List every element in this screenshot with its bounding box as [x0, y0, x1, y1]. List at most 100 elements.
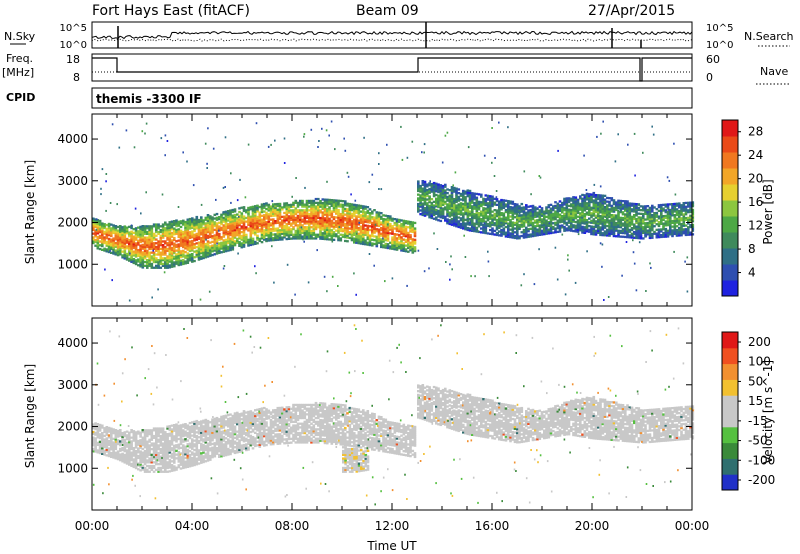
data-cell [601, 222, 605, 225]
data-cell [227, 217, 230, 220]
data-cell [350, 229, 354, 232]
data-cell [468, 212, 472, 215]
data-cell [657, 217, 661, 220]
data-cell [500, 225, 503, 228]
data-cell [565, 227, 569, 230]
data-cell [373, 220, 376, 223]
data-cell [588, 204, 591, 207]
data-cell [278, 215, 282, 219]
data-cell [391, 242, 394, 245]
data-cell [450, 187, 454, 191]
data-cell [254, 240, 257, 244]
data-cell [626, 236, 629, 239]
data-cell [603, 206, 607, 209]
data-cell [430, 205, 434, 208]
data-cell [286, 263, 289, 266]
data-cell [520, 210, 524, 213]
data-cell [642, 237, 645, 240]
data-cell [202, 243, 205, 246]
data-cell [380, 188, 383, 191]
data-cell [467, 146, 470, 149]
data-cell [556, 212, 560, 215]
data-cell [549, 203, 553, 206]
data-cell [278, 217, 282, 221]
data-cell [260, 222, 264, 225]
data-cell [346, 217, 349, 220]
data-cell [150, 266, 154, 269]
data-cell [209, 234, 212, 237]
data-cell [642, 231, 645, 234]
data-cell [601, 218, 605, 222]
data-cell [202, 226, 205, 230]
data-cell [256, 208, 259, 211]
data-cell [655, 208, 659, 211]
data-cell [402, 247, 406, 251]
data-cell [254, 223, 257, 227]
data-cell [328, 134, 330, 137]
data-cell [276, 202, 280, 206]
data-cell [116, 454, 120, 457]
data-cell [428, 187, 431, 191]
data-cell [626, 232, 629, 235]
data-cell [377, 222, 381, 226]
data-cell [251, 230, 255, 233]
data-cell [274, 227, 277, 230]
data-cell [308, 218, 311, 221]
data-cell [491, 203, 494, 206]
data-cell [583, 194, 585, 197]
data-cell [473, 194, 476, 197]
data-cell [331, 275, 334, 278]
data-cell [150, 227, 154, 230]
data-cell [200, 255, 203, 258]
data-cell [540, 231, 544, 234]
data-cell [366, 224, 370, 227]
data-cell [689, 218, 692, 221]
data-cell [507, 226, 510, 229]
data-cell [572, 211, 575, 214]
data-cell [504, 231, 508, 234]
data-cell [296, 216, 300, 219]
data-cell [507, 213, 510, 216]
data-cell [110, 234, 113, 238]
data-cell [161, 229, 165, 232]
data-cell [651, 204, 654, 207]
data-cell [377, 232, 381, 235]
data-cell [314, 220, 318, 223]
data-cell [258, 215, 262, 218]
data-cell [191, 230, 194, 233]
data-cell [233, 221, 237, 224]
data-cell [384, 280, 386, 283]
data-cell [612, 229, 616, 232]
data-cell [323, 237, 327, 241]
data-cell [328, 228, 331, 232]
data-cell [285, 234, 289, 237]
data-cell [116, 238, 120, 242]
data-cell [236, 224, 239, 227]
data-cell [193, 220, 196, 223]
data-cell [310, 222, 313, 225]
data-cell [204, 233, 208, 236]
data-cell [466, 217, 470, 220]
data-cell [110, 231, 113, 234]
data-cell [249, 208, 253, 211]
data-cell [455, 196, 458, 200]
data-cell [576, 210, 580, 213]
data-cell [398, 226, 401, 229]
data-cell [581, 214, 584, 217]
data-cell [195, 217, 199, 221]
data-cell [206, 246, 210, 249]
colorbar-swatch [722, 200, 738, 217]
data-cell [314, 235, 318, 238]
data-cell [457, 212, 461, 215]
data-cell [321, 127, 323, 130]
data-cell [686, 256, 689, 259]
data-cell [651, 229, 654, 232]
data-cell [601, 234, 605, 237]
data-cell [691, 218, 695, 221]
data-cell [439, 214, 443, 217]
data-cell [366, 230, 370, 233]
data-cell [247, 244, 250, 247]
data-cell [96, 222, 100, 226]
data-cell [570, 227, 573, 230]
data-cell [400, 249, 403, 252]
